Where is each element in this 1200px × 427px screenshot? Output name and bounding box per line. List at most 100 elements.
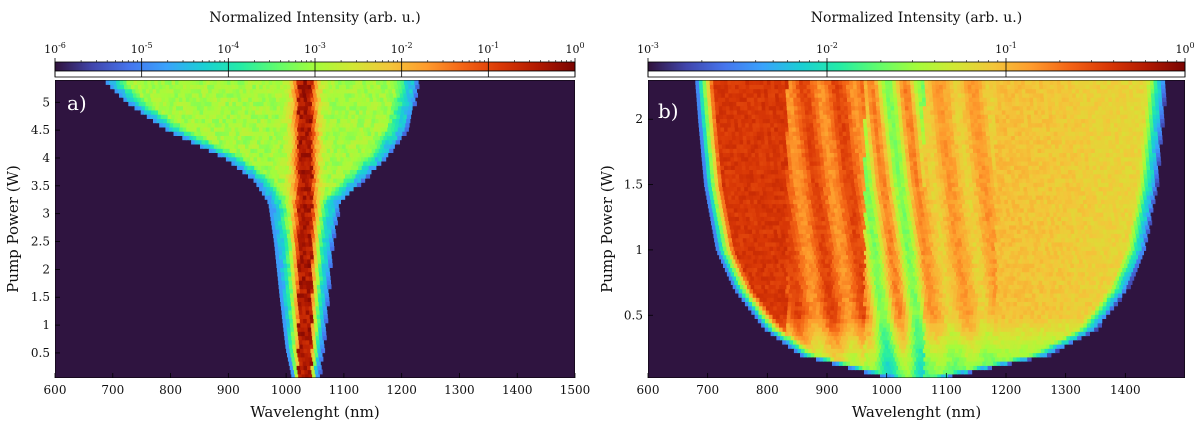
heatmap-cell (316, 343, 321, 349)
heatmap-cell (1097, 284, 1103, 290)
heatmap-cell (997, 275, 1002, 281)
heatmap-cell (767, 258, 772, 264)
heatmap-cell (1062, 254, 1068, 260)
heatmap-cell (943, 339, 948, 345)
heatmap-cell (391, 84, 396, 90)
heatmap-cell (274, 177, 279, 183)
heatmap-cell (741, 271, 746, 277)
heatmap-cell (797, 348, 802, 354)
heatmap-cell (290, 326, 295, 332)
heatmap-cell (1083, 318, 1088, 324)
heatmap-cell (781, 297, 786, 302)
heatmap-cell (180, 122, 185, 128)
heatmap-cell (1014, 292, 1019, 298)
heatmap-cell (979, 284, 985, 290)
heatmap-cell (753, 288, 758, 294)
heatmap-cell (809, 301, 814, 307)
heatmap-cell (283, 263, 288, 268)
heatmap-cell (206, 143, 212, 149)
heatmap-cell (839, 339, 844, 345)
heatmap-cell (1111, 267, 1116, 273)
heatmap-cell (793, 322, 798, 328)
heatmap-cell (258, 80, 263, 85)
heatmap-cell (1021, 352, 1027, 358)
heatmap-cell (748, 297, 754, 302)
heatmap-cell (744, 263, 749, 268)
heatmap-cell (317, 318, 322, 324)
heatmap-cell (800, 339, 805, 345)
heatmap-cell (821, 352, 826, 358)
heatmap-cell (976, 309, 982, 315)
heatmap-cell (794, 254, 799, 260)
heatmap-cell (326, 216, 331, 222)
heatmap-cell (773, 297, 779, 302)
heatmap-cell (1080, 309, 1086, 315)
heatmap-cell (284, 216, 289, 222)
heatmap-cell (183, 88, 189, 94)
heatmap-cell (1112, 284, 1117, 290)
heatmap-cell (283, 326, 288, 332)
heatmap-cell (866, 297, 872, 302)
heatmap-cell (957, 339, 962, 345)
heatmap-cell (886, 339, 891, 345)
heatmap-cell (166, 122, 171, 128)
heatmap-cell (300, 186, 305, 192)
heatmap-cell (222, 148, 227, 153)
heatmap-cell (815, 284, 820, 290)
heatmap-cell (307, 369, 313, 375)
heatmap-cell (997, 348, 1003, 354)
heatmap-cell (933, 365, 939, 371)
heatmap-cell (1045, 305, 1050, 311)
heatmap-cell (1056, 280, 1061, 285)
heatmap-cell (304, 160, 309, 166)
heatmap-cell (755, 305, 760, 311)
heatmap-cell (767, 288, 772, 294)
heatmap-cell (988, 271, 993, 277)
heatmap-cell (285, 224, 290, 230)
heatmap-cell (192, 97, 197, 102)
heatmap-cell (307, 229, 312, 234)
heatmap-cell (790, 318, 795, 324)
heatmap-cell (374, 88, 379, 94)
heatmap-cell (841, 343, 847, 349)
heatmap-cell (922, 326, 927, 332)
heatmap-cell (1056, 305, 1061, 311)
heatmap-cell (339, 169, 344, 175)
heatmap-cell (239, 131, 244, 136)
heatmap-cell (1022, 267, 1027, 273)
heatmap-cell (277, 216, 282, 222)
heatmap-cell (987, 348, 992, 354)
heatmap-cell (189, 126, 194, 132)
colorbar-gradient-b (647, 61, 1186, 72)
heatmap-cell (804, 318, 809, 324)
heatmap-cell (1070, 271, 1075, 277)
heatmap-cell (287, 267, 292, 273)
heatmap-cell (368, 92, 373, 98)
heatmap-cell (933, 309, 939, 315)
heatmap-cell (858, 284, 863, 290)
heatmap-cell (768, 275, 773, 281)
heatmap-cell (943, 326, 949, 332)
heatmap-cell (309, 139, 314, 145)
heatmap-cell (821, 339, 826, 345)
heatmap-cell (411, 84, 417, 90)
heatmap-cell (799, 258, 805, 264)
heatmap-cell (1061, 326, 1067, 332)
heatmap-cell (359, 109, 364, 115)
heatmap-cell (265, 109, 270, 115)
heatmap-cell (882, 275, 888, 281)
heatmap-cell (780, 271, 785, 277)
heatmap-cell (1010, 331, 1015, 337)
heatmap-cell (1090, 275, 1095, 281)
heatmap-cell (962, 348, 967, 354)
heatmap-cell (249, 88, 255, 94)
heatmap-cell (178, 109, 184, 115)
heatmap-cell (282, 258, 288, 264)
heatmap-cell (407, 80, 412, 85)
heatmap-cell (276, 267, 282, 273)
heatmap-cell (755, 280, 761, 285)
heatmap-cell (270, 139, 276, 145)
heatmap-cell (785, 339, 791, 345)
heatmap-cell (968, 258, 973, 264)
heatmap-cell (1021, 288, 1026, 294)
